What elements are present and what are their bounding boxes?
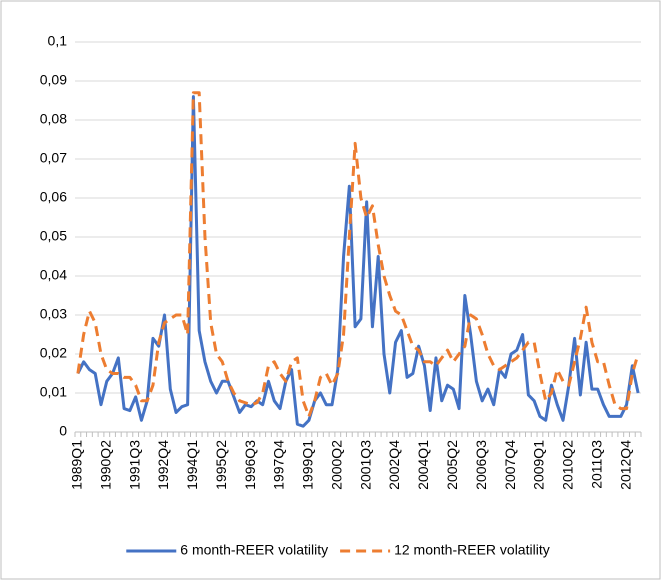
x-tick-label: 1995Q2	[213, 440, 229, 490]
x-tick-label: 1991Q3	[126, 440, 142, 490]
x-tick-label: 1996Q3	[242, 440, 258, 490]
x-tick-label: 2005Q2	[444, 440, 460, 490]
x-tick-label: 2009Q1	[531, 440, 547, 490]
x-tick-label: 2006Q3	[473, 440, 489, 490]
data-line	[76, 91, 640, 418]
y-tick-label: 0,06	[40, 189, 67, 205]
x-tick-label: 1999Q1	[300, 440, 316, 490]
y-tick-label: 0,07	[40, 150, 67, 166]
x-tick-label: 2012Q4	[617, 440, 633, 490]
x-tick-label: 1992Q4	[155, 440, 171, 490]
x-tick-label: 2001Q3	[357, 440, 373, 490]
legend-label: 12 month-REER volatility	[394, 542, 550, 558]
y-tick-label: 0,02	[40, 345, 67, 361]
y-tick-label: 0,08	[40, 111, 67, 127]
y-tick-label: 0,09	[40, 72, 67, 88]
y-tick-label: 0,04	[40, 267, 67, 283]
y-tick-label: 0,03	[40, 306, 67, 322]
x-tick-label: 2010Q2	[560, 440, 576, 490]
x-tick-label: 1990Q2	[97, 440, 113, 490]
x-tick-label: 2000Q2	[328, 440, 344, 490]
legend-label: 6 month-REER volatility	[180, 542, 328, 558]
y-tick-label: 0,01	[40, 384, 67, 400]
y-tick-label: 0	[59, 423, 67, 439]
y-tick-label: 0,1	[48, 33, 68, 49]
x-tick-label: 1989Q1	[69, 440, 85, 490]
x-tick-label: 1994Q1	[184, 440, 200, 490]
x-tick-label: 2011Q3	[588, 440, 604, 489]
x-tick-label: 1997Q4	[271, 440, 287, 490]
x-tick-label: 2007Q4	[502, 440, 518, 490]
x-tick-label: 2004Q1	[415, 440, 431, 490]
y-tick-label: 0,05	[40, 228, 67, 244]
data-line	[76, 95, 640, 428]
x-tick-label: 2002Q4	[386, 440, 402, 490]
